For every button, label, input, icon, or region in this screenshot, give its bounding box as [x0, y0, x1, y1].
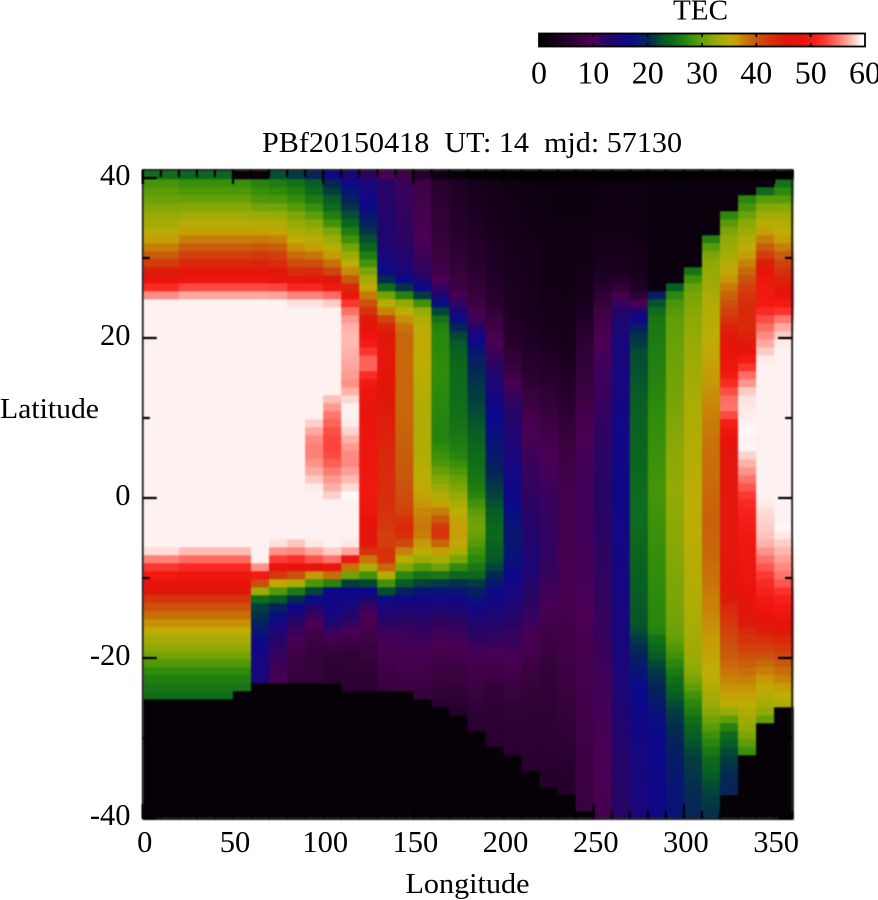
svg-text:60: 60: [849, 55, 878, 91]
svg-text:350: 350: [753, 825, 799, 859]
svg-text:40: 40: [740, 55, 772, 91]
svg-text:10: 10: [577, 55, 609, 91]
svg-text:40: 40: [100, 158, 131, 192]
svg-text:TEC: TEC: [673, 0, 728, 27]
svg-text:Latitude: Latitude: [0, 393, 99, 425]
svg-text:0: 0: [137, 825, 152, 859]
svg-text:Longitude: Longitude: [406, 868, 530, 900]
svg-text:30: 30: [686, 55, 718, 91]
svg-text:300: 300: [663, 825, 709, 859]
svg-text:0: 0: [115, 478, 130, 512]
svg-text:0: 0: [531, 55, 547, 91]
svg-text:20: 20: [632, 55, 664, 91]
svg-text:PBf20150418 UT: 14 mjd: 5713: PBf20150418 UT: 14 mjd: 57130: [262, 127, 682, 159]
svg-text:-20: -20: [90, 638, 131, 672]
svg-text:50: 50: [220, 825, 251, 859]
svg-text:20: 20: [100, 318, 131, 352]
svg-text:50: 50: [795, 55, 827, 91]
svg-text:200: 200: [483, 825, 529, 859]
svg-text:250: 250: [573, 825, 619, 859]
svg-text:100: 100: [302, 825, 348, 859]
svg-text:-40: -40: [90, 798, 131, 832]
svg-text:150: 150: [393, 825, 439, 859]
